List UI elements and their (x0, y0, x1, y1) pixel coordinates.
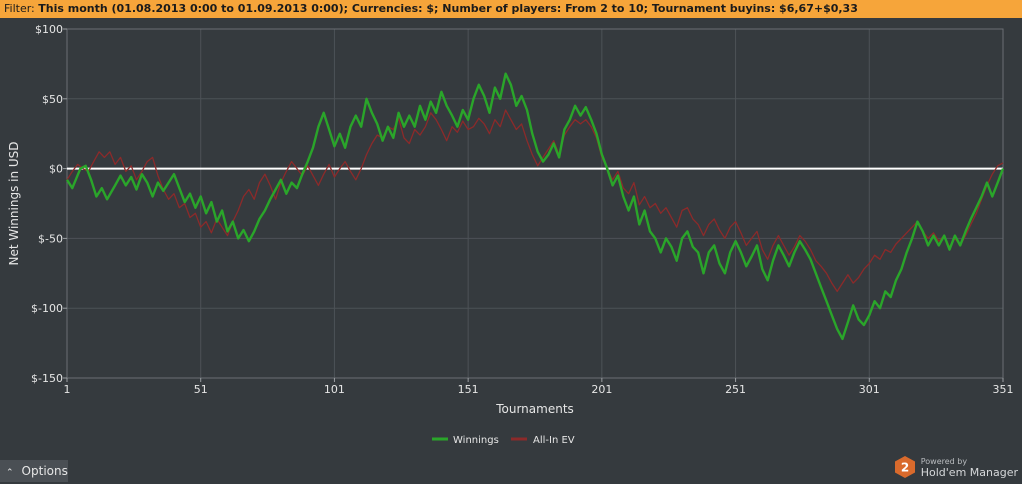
grid (66, 28, 1004, 379)
legend-label-winnings: Winnings (453, 435, 499, 446)
y-tick-label: $-100 (31, 302, 63, 315)
series-line-allin-ev (66, 109, 1004, 293)
x-axis-ticks: 1 51 101 151 201 251 301 351 (64, 378, 1014, 396)
legend-label-allin-ev: All-In EV (533, 435, 575, 446)
y-tick-label: $0 (49, 163, 63, 176)
brand-name: Hold'em Manager (920, 466, 1018, 479)
filter-text: This month (01.08.2013 0:00 to 01.09.201… (38, 2, 858, 15)
x-tick-label: 301 (859, 383, 880, 396)
filter-bar: Filter: This month (01.08.2013 0:00 to 0… (0, 0, 1022, 18)
x-tick-label: 51 (194, 383, 208, 396)
winnings-chart: 1 51 101 151 201 251 301 351 $100$50$0$-50$-100… (7, 23, 1014, 446)
x-axis-title: Tournaments (495, 402, 574, 416)
y-tick-label: $100 (35, 23, 63, 36)
plot-frame (66, 28, 1004, 379)
y-tick-label: $50 (42, 93, 63, 106)
hem-logo-text: 2 (901, 461, 909, 475)
x-tick-label: 201 (591, 383, 612, 396)
series-line-winnings (65, 72, 1005, 341)
hem-logo-icon: 2 (894, 456, 915, 478)
x-tick-label: 351 (993, 383, 1014, 396)
x-tick-label: 101 (324, 383, 345, 396)
series-layer (65, 72, 1005, 341)
chevron-up-icon: ⌃ (6, 468, 14, 478)
legend: Winnings All-In EV (432, 435, 575, 446)
y-axis-title: Net Winnings in USD (7, 141, 21, 265)
y-tick-label: $-150 (31, 372, 63, 385)
x-tick-label: 151 (458, 383, 479, 396)
y-tick-label: $-50 (38, 232, 63, 245)
options-label: Options (21, 464, 68, 478)
x-tick-label: 1 (64, 383, 71, 396)
branding: 2 Powered by Hold'em Manager (894, 454, 1018, 480)
x-tick-label: 251 (725, 383, 746, 396)
filter-label: Filter: (4, 2, 35, 15)
options-button[interactable]: ⌃ Options (0, 460, 68, 482)
y-axis-ticks: $100 $50 $0 $-50 $-100 $-150 (31, 23, 67, 385)
powered-by-text: Powered by (920, 457, 968, 466)
